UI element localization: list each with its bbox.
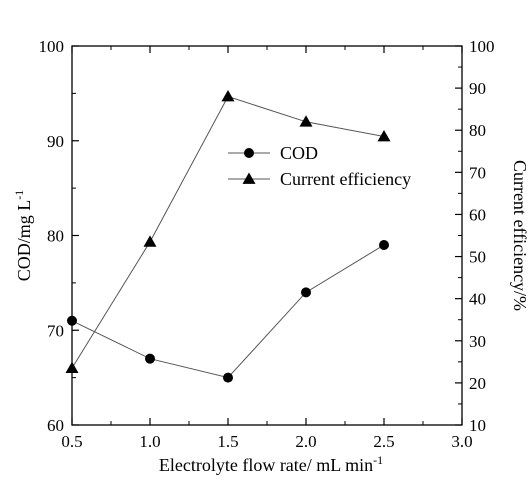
data-point-circle — [67, 315, 77, 326]
y-left-axis-title-main: COD/mg L — [14, 200, 34, 282]
x-tick-label: 2.5 — [373, 432, 394, 451]
y-right-tick-label: 70 — [469, 163, 486, 182]
data-point-triangle — [299, 115, 313, 127]
data-point-triangle — [65, 361, 79, 374]
legend-marker — [242, 172, 256, 184]
series-cod — [67, 239, 389, 383]
y-right-tick-label: 90 — [469, 79, 486, 98]
data-point-circle — [379, 239, 389, 250]
series-current-efficiency — [65, 90, 391, 374]
y-right-axis-title: Current efficiency/% — [510, 160, 530, 311]
y-left-tick-label: 70 — [47, 321, 64, 340]
y-right-tick-label: 10 — [469, 416, 486, 435]
x-axis-title: Electrolyte flow rate/ mL min-1 — [159, 453, 383, 475]
y-right-tick-label: 30 — [469, 332, 486, 351]
y-right-tick-label: 100 — [469, 37, 495, 56]
y-right-tick-label: 20 — [469, 374, 486, 393]
series-line — [71, 244, 385, 379]
legend-marker — [244, 148, 254, 158]
y-left-tick-label: 90 — [47, 132, 64, 151]
series-layer — [65, 90, 391, 383]
data-point-triangle — [143, 235, 157, 247]
x-axis-title-sup: -1 — [373, 453, 383, 467]
y-left-tick-label: 60 — [47, 416, 64, 435]
series-line — [71, 95, 385, 369]
x-tick-label: 1.0 — [139, 432, 160, 451]
data-point-circle — [145, 353, 155, 364]
y-right-tick-label: 60 — [469, 205, 486, 224]
y-left-axis-title: COD/mg L-1 — [12, 190, 34, 282]
y-left-axis-title-sup: -1 — [12, 190, 26, 200]
y-right-tick-label: 50 — [469, 248, 486, 267]
data-point-circle — [223, 372, 233, 383]
x-axis-title-main: Electrolyte flow rate/ mL min — [159, 455, 373, 475]
y-left-tick-label: 80 — [47, 227, 64, 246]
x-tick-label: 0.5 — [61, 432, 82, 451]
data-point-triangle — [377, 130, 391, 142]
x-tick-label: 1.5 — [217, 432, 238, 451]
legend: COD Current efficiency — [228, 143, 411, 189]
x-tick-label: 2.0 — [295, 432, 316, 451]
data-point-triangle — [221, 90, 235, 102]
y-right-tick-label: 40 — [469, 290, 486, 309]
x-tick-label: 3.0 — [451, 432, 472, 451]
legend-label: Current efficiency — [280, 169, 411, 189]
data-point-circle — [301, 287, 311, 298]
y-right-tick-label: 80 — [469, 121, 486, 140]
plot-frame — [71, 45, 463, 426]
y-left-tick-label: 100 — [39, 37, 65, 56]
axes: 0.5 1.0 1.5 2.0 2.5 3.0 60 70 80 90 100 10 20 30 40 50 6… — [39, 37, 495, 451]
legend-label: COD — [280, 143, 318, 163]
